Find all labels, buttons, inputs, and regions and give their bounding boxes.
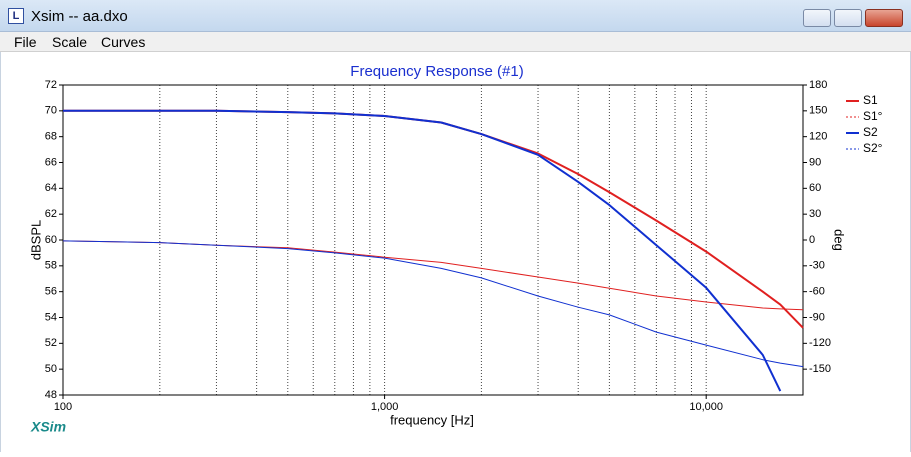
curve: [62, 240, 804, 368]
chart-frame: Frequency Response (#1) frequency [Hz] d…: [0, 52, 911, 452]
legend-label: S1: [863, 93, 878, 107]
y-tick-label: 64: [45, 182, 57, 194]
x-tick-label: 100: [54, 401, 72, 413]
y2-axis-label: deg: [832, 229, 847, 251]
y2-tick-label: -150: [809, 363, 831, 375]
menu-item[interactable]: File: [14, 34, 37, 50]
chart-title: Frequency Response (#1): [350, 63, 523, 80]
app-icon: L: [8, 8, 24, 24]
y-tick-label: 50: [45, 363, 57, 375]
y-tick-label: 70: [45, 105, 57, 117]
y-tick-label: 72: [45, 79, 57, 91]
y2-tick-label: -30: [809, 260, 825, 272]
y2-tick-label: 90: [809, 156, 821, 168]
y-axis-label: dBSPL: [28, 220, 43, 260]
y-tick-label: 48: [45, 389, 57, 401]
legend-label: S1°: [863, 109, 883, 123]
y-tick-label: 60: [45, 234, 57, 246]
y2-tick-label: -90: [809, 311, 825, 323]
x-tick-label: 1,000: [371, 401, 399, 413]
maximize-button[interactable]: [834, 9, 862, 27]
title-bar: L Xsim -- aa.dxo: [0, 0, 911, 32]
menu-bar: File Scale Curves: [0, 32, 911, 52]
x-tick-label: 10,000: [689, 401, 723, 413]
y2-tick-label: 180: [809, 79, 827, 91]
y-tick-label: 56: [45, 286, 57, 298]
y-tick-label: 54: [45, 311, 57, 323]
y2-tick-label: 60: [809, 182, 821, 194]
y-tick-label: 68: [45, 131, 57, 143]
close-button[interactable]: [865, 9, 903, 27]
menu-item[interactable]: Curves: [101, 34, 146, 50]
y-tick-label: 66: [45, 156, 57, 168]
legend-label: S2°: [863, 141, 883, 155]
chart: Frequency Response (#1) frequency [Hz] d…: [28, 63, 883, 435]
y-tick-label: 52: [45, 337, 57, 349]
minimize-button[interactable]: [803, 9, 831, 27]
curve: [63, 109, 804, 329]
window-title: Xsim -- aa.dxo: [31, 8, 128, 25]
y2-tick-label: 150: [809, 105, 827, 117]
y2-tick-label: -60: [809, 286, 825, 298]
y2-tick-label: -120: [809, 337, 831, 349]
y2-tick-label: 30: [809, 208, 821, 220]
legend-label: S2: [863, 125, 878, 139]
logo: XSim: [30, 419, 66, 435]
plot-frame: [62, 84, 804, 396]
y2-tick-label: 0: [809, 234, 815, 246]
y-tick-label: 58: [45, 260, 57, 272]
y2-tick-label: 120: [809, 131, 827, 143]
y-tick-label: 62: [45, 208, 57, 220]
x-axis-label: frequency [Hz]: [390, 412, 474, 427]
curve: [63, 109, 782, 392]
menu-item[interactable]: Scale: [52, 34, 88, 50]
